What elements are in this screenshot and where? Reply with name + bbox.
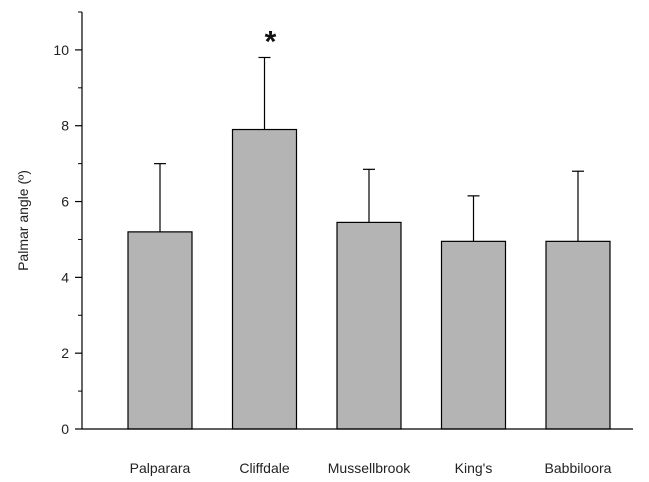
error-bar-king-s (467, 195, 480, 242)
x-tick-label-king-s: King's (455, 460, 493, 476)
y-tick-label: 6 (61, 194, 69, 210)
y-tick-label: 8 (61, 118, 69, 134)
bar-palparara (127, 231, 193, 430)
y-tick-label: 4 (61, 269, 69, 285)
error-bar-cliffdale (258, 56, 271, 130)
y-axis-label: Palmar angle (º) (15, 170, 31, 271)
y-tick-label: 0 (61, 421, 69, 437)
y-ticks-group: 0 2 4 6 8 10 (53, 11, 82, 437)
x-tick-labels-group: Palparara Cliffdale Mussellbrook King's Babb… (130, 460, 612, 476)
error-bar-babbiloora (572, 170, 584, 242)
bar-mussellbrook (336, 221, 402, 430)
significance-marker: * (265, 25, 277, 58)
x-tick-label-palparara: Palparara (130, 460, 191, 476)
x-tick-label-babbiloora: Babbiloora (545, 460, 612, 476)
error-bar-mussellbrook (363, 168, 375, 223)
bar-king-s (440, 240, 507, 430)
error-bars-group (154, 56, 584, 242)
x-tick-label-cliffdale: Cliffdale (239, 460, 290, 476)
annotations-group: * (265, 25, 277, 58)
y-tick-label: 10 (53, 42, 69, 58)
x-tick-label-mussellbrook: Mussellbrook (328, 460, 411, 476)
bar-babbiloora (545, 240, 611, 430)
bar-cliffdale (231, 128, 298, 430)
y-tick-label: 2 (61, 345, 69, 361)
error-bar-palparara (154, 163, 166, 232)
axes-group (81, 12, 633, 430)
